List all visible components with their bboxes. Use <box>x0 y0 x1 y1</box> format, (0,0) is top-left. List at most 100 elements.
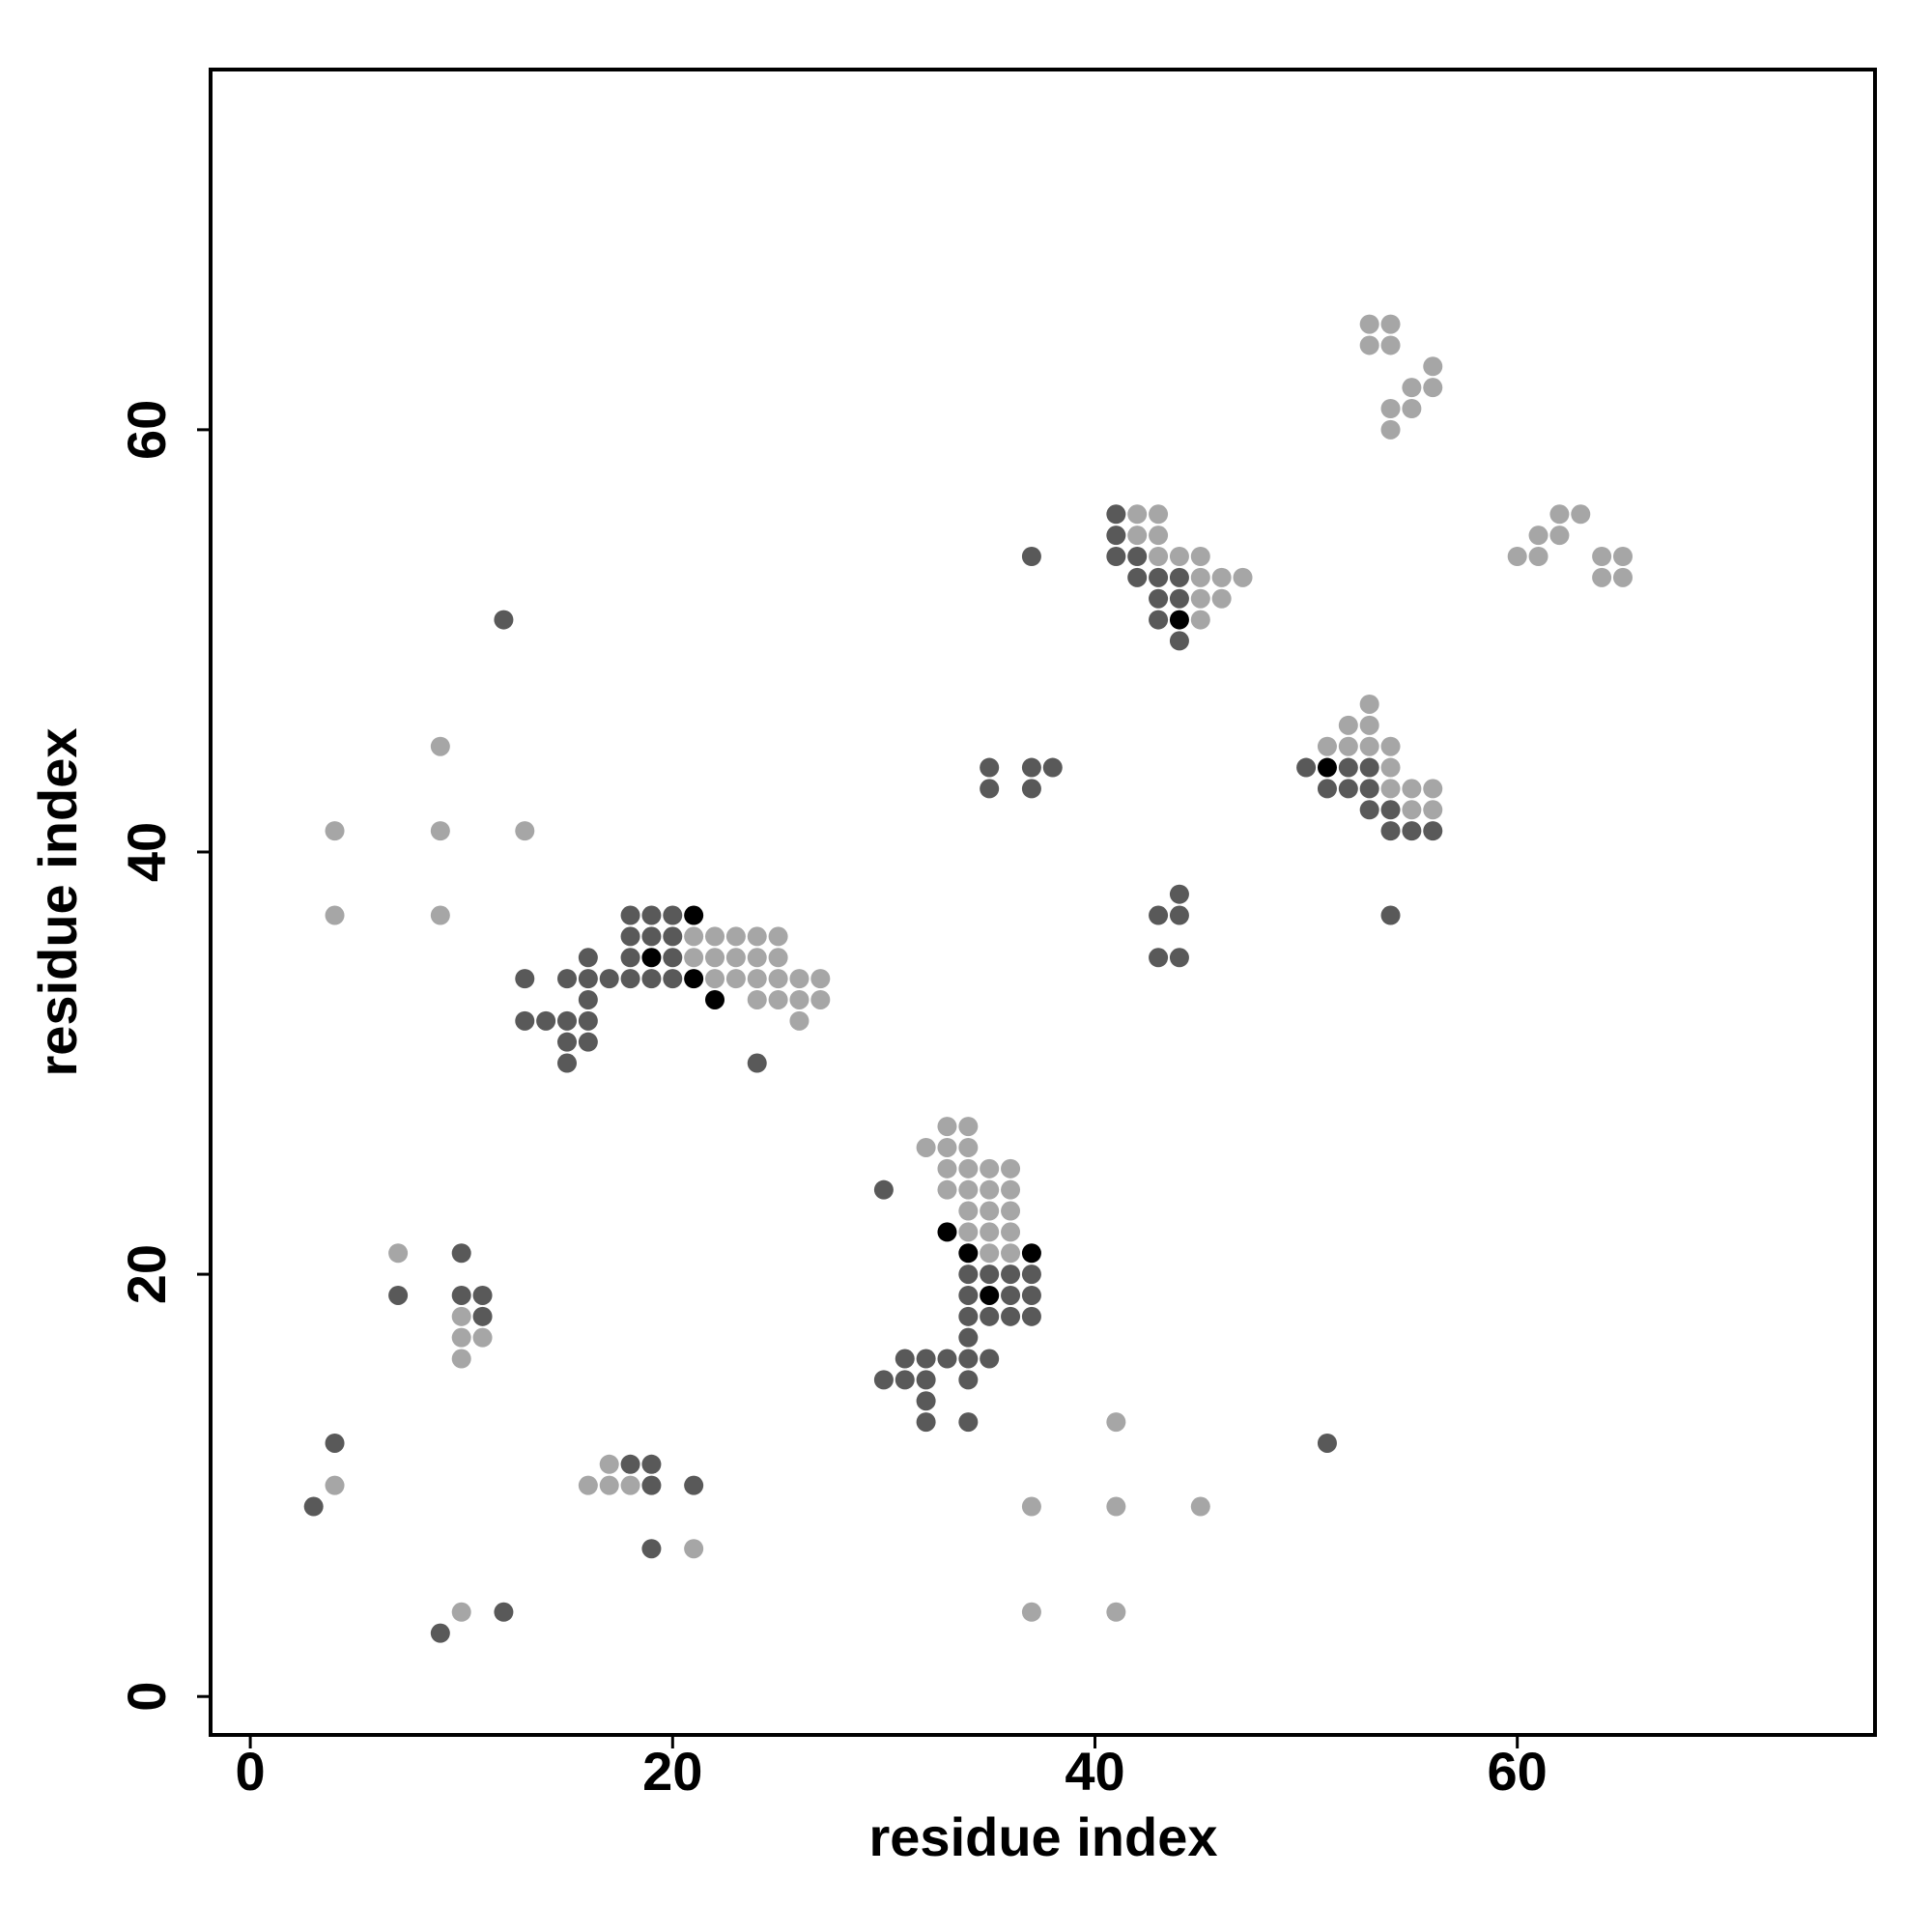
point <box>1021 1264 1041 1285</box>
point <box>620 1454 640 1474</box>
y-tick-label: 60 <box>116 400 177 460</box>
point <box>1190 546 1210 566</box>
point <box>958 1158 979 1179</box>
point <box>1359 715 1379 735</box>
point <box>1001 1179 1021 1200</box>
point <box>958 1222 979 1242</box>
point <box>1380 314 1401 334</box>
point <box>1021 779 1041 799</box>
point <box>1402 821 1422 841</box>
y-axis-title: residue index <box>27 727 88 1076</box>
point <box>916 1137 936 1157</box>
point <box>451 1349 471 1369</box>
point <box>895 1370 915 1390</box>
point <box>1021 1306 1041 1326</box>
point <box>684 969 704 989</box>
point <box>1402 800 1422 820</box>
point <box>430 736 450 756</box>
point <box>325 1475 345 1495</box>
point <box>494 610 514 630</box>
point <box>641 948 662 968</box>
point <box>684 948 704 968</box>
point <box>1021 546 1041 566</box>
point <box>578 1032 598 1052</box>
point <box>1169 610 1189 630</box>
point <box>958 1370 979 1390</box>
point <box>958 1327 979 1348</box>
point <box>789 989 810 1009</box>
point <box>1149 948 1169 968</box>
point <box>556 1053 577 1073</box>
point <box>494 1602 514 1622</box>
point <box>472 1285 493 1305</box>
point <box>1507 546 1527 566</box>
point <box>1338 736 1358 756</box>
plot-frame <box>209 68 1877 1737</box>
point <box>1106 526 1126 546</box>
point <box>1169 567 1189 587</box>
point <box>1169 546 1189 566</box>
point <box>684 1475 704 1495</box>
point <box>1001 1158 1021 1179</box>
point <box>980 1349 1000 1369</box>
point <box>937 1349 957 1369</box>
point <box>1001 1222 1021 1242</box>
point <box>747 969 767 989</box>
point <box>980 1158 1000 1179</box>
point <box>641 1539 662 1559</box>
point <box>705 926 725 947</box>
point <box>1423 378 1443 398</box>
point <box>599 969 619 989</box>
point <box>1359 335 1379 355</box>
point <box>1169 905 1189 925</box>
point <box>1571 504 1591 525</box>
point <box>1190 588 1210 609</box>
point <box>620 948 640 968</box>
point <box>1380 736 1401 756</box>
point <box>873 1370 894 1390</box>
point <box>684 905 704 925</box>
point <box>958 1412 979 1433</box>
point <box>1423 821 1443 841</box>
y-tick-label: 20 <box>116 1244 177 1304</box>
point <box>980 1222 1000 1242</box>
point <box>430 905 450 925</box>
point <box>620 969 640 989</box>
point <box>599 1475 619 1495</box>
point <box>1001 1264 1021 1285</box>
point <box>1001 1243 1021 1264</box>
point <box>1149 546 1169 566</box>
point <box>725 926 746 947</box>
point <box>1169 631 1189 651</box>
y-tick-label: 40 <box>116 822 177 882</box>
point <box>1127 526 1148 546</box>
point <box>895 1349 915 1369</box>
point <box>1359 800 1379 820</box>
point <box>1592 546 1612 566</box>
point <box>1021 1285 1041 1305</box>
point <box>958 1179 979 1200</box>
point <box>937 1179 957 1200</box>
x-axis-title: residue index <box>868 1806 1217 1867</box>
point <box>789 1010 810 1031</box>
point <box>578 1475 598 1495</box>
point <box>980 1264 1000 1285</box>
point <box>663 905 683 925</box>
point <box>641 905 662 925</box>
point <box>1149 588 1169 609</box>
point <box>641 969 662 989</box>
point <box>663 948 683 968</box>
point <box>451 1306 471 1326</box>
point <box>1149 526 1169 546</box>
point <box>1423 800 1443 820</box>
point <box>747 989 767 1009</box>
point <box>388 1243 409 1264</box>
point <box>1106 504 1126 525</box>
x-tick-label: 20 <box>642 1741 702 1802</box>
point <box>768 989 788 1009</box>
point <box>641 926 662 947</box>
point <box>768 926 788 947</box>
x-tick-label: 40 <box>1065 1741 1124 1802</box>
point <box>810 989 831 1009</box>
